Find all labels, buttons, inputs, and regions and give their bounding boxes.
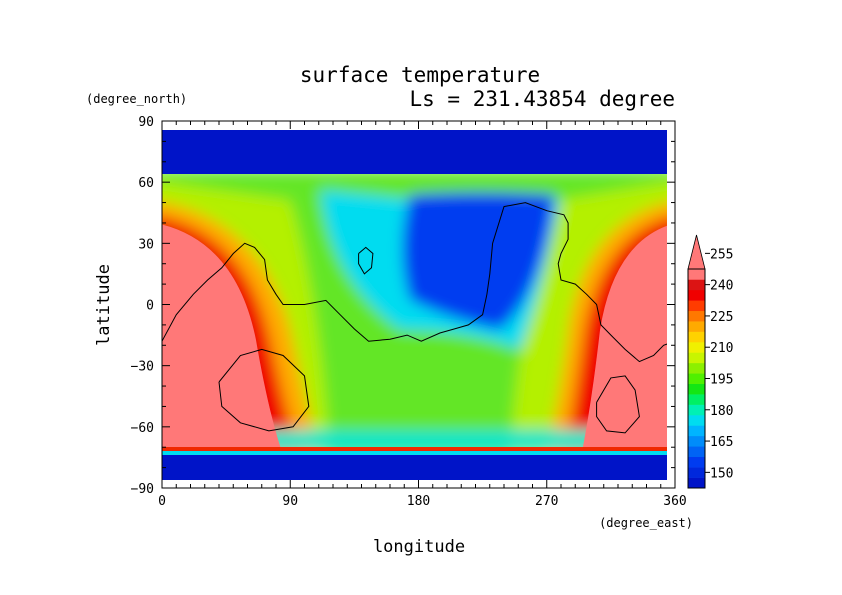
- colorbar-segment: [688, 269, 705, 280]
- south-warm-strip: [162, 447, 667, 451]
- y-axis-label: latitude: [94, 264, 114, 346]
- colorbar-segment: [688, 310, 705, 322]
- colorbar: 150 165 180 195 210 225 240 255: [687, 234, 733, 489]
- colorbar-tick-label: 225: [710, 310, 733, 325]
- field-south-cyan-band: [162, 430, 667, 452]
- colorbar-tick-label: 195: [710, 373, 733, 388]
- colorbar-segment: [688, 321, 705, 332]
- colorbar-segment: [688, 289, 705, 301]
- topography-contours: [162, 202, 667, 434]
- colorbar-tick-label: 150: [710, 466, 733, 481]
- colorbar-segment: [688, 477, 705, 489]
- colorbar-segment: [688, 362, 705, 374]
- colorbar-segment: [688, 279, 705, 291]
- south-cyan-strip: [162, 451, 667, 455]
- contour-crater-small: [358, 246, 374, 275]
- y-tick-label: 60: [138, 176, 154, 191]
- colorbar-tick-label: 180: [710, 404, 733, 419]
- south-polar-cap: [162, 455, 667, 480]
- west-warm-core: [162, 224, 282, 452]
- colorbar-segment: [688, 425, 705, 437]
- colorbar-segment: [688, 404, 705, 416]
- x-tick-label: 180: [407, 494, 430, 509]
- colorbar-tick-label: 165: [710, 435, 733, 450]
- contour-topography-main: [162, 202, 667, 363]
- colorbar-segment: [688, 467, 705, 478]
- colorbar-segment: [688, 394, 705, 405]
- colorbar-tick-label: 255: [710, 247, 733, 262]
- y-tick-label: 30: [138, 237, 154, 252]
- y-tick-label: −90: [131, 482, 154, 497]
- contour-basin-south-west: [218, 348, 310, 432]
- colorbar-segment: [688, 456, 705, 468]
- y-tick-label: 0: [146, 299, 154, 314]
- axis-ticks: 0 90 180 270 360 90 60 30 0 −30 −60 −90: [131, 115, 687, 509]
- x-units-label: (degree_east): [599, 516, 693, 530]
- x-tick-label: 90: [282, 494, 298, 509]
- y-tick-label: −60: [131, 421, 154, 436]
- x-tick-label: 360: [663, 494, 686, 509]
- colorbar-segment: [688, 300, 705, 312]
- x-tick-label: 0: [158, 494, 166, 509]
- plot-area: [162, 121, 675, 488]
- colorbar-tick-label: 210: [710, 341, 733, 356]
- east-warm-core: [582, 225, 667, 452]
- y-tick-label: 90: [138, 115, 154, 130]
- colorbar-segment: [688, 342, 705, 353]
- chart-subtitle: Ls = 231.43854 degree: [409, 87, 675, 111]
- x-tick-label: 270: [535, 494, 558, 509]
- contour-basin-south-east: [596, 375, 640, 434]
- colorbar-extend-arrow: [687, 234, 706, 270]
- colorbar-segment: [688, 352, 705, 364]
- x-axis-label: longitude: [373, 537, 465, 557]
- colorbar-tick-label: 240: [710, 279, 733, 294]
- colorbar-segment: [688, 383, 705, 395]
- chart-title: surface temperature: [300, 63, 540, 87]
- colorbar-segment: [688, 373, 705, 385]
- y-units-label: (degree_north): [86, 92, 187, 106]
- field-cold-basin: [402, 192, 555, 330]
- north-polar-cap: [162, 130, 667, 174]
- y-tick-label: −30: [131, 360, 154, 375]
- colorbar-segment: [688, 435, 705, 447]
- colorbar-segment: [688, 415, 705, 426]
- colorbar-segment: [688, 331, 705, 343]
- colorbar-segment: [688, 446, 705, 458]
